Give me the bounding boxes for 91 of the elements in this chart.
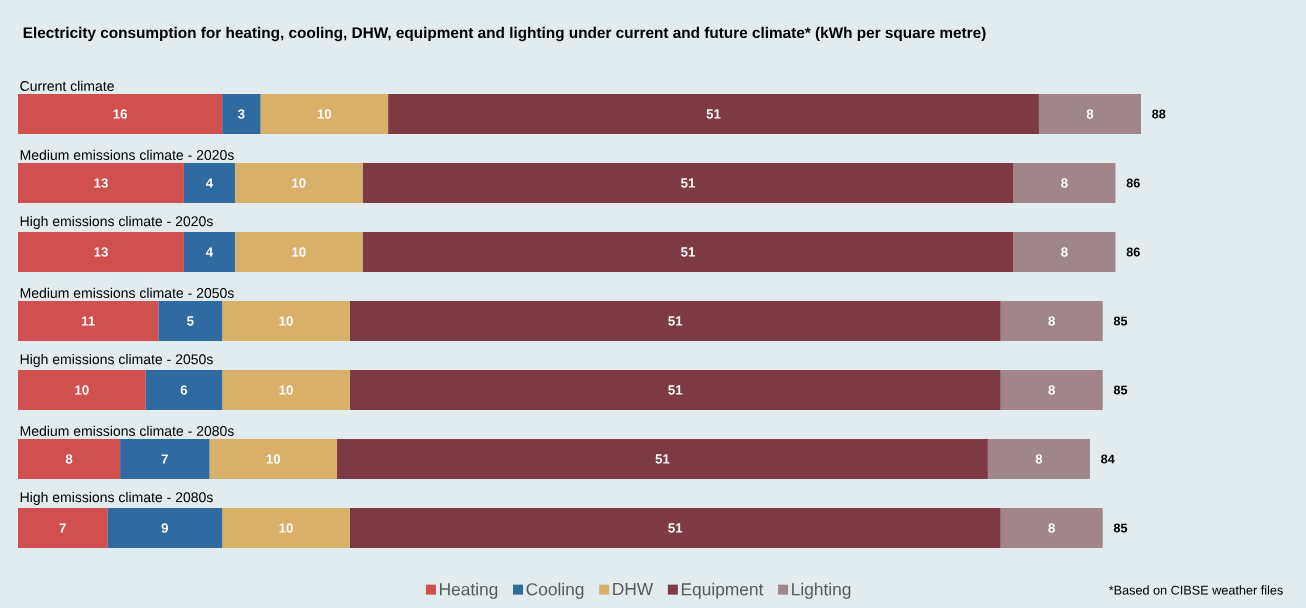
data-label: 4	[205, 247, 214, 257]
bar	[234, 163, 363, 203]
data-label: 51	[706, 109, 721, 119]
data-label: 10	[292, 178, 306, 188]
data-label: 10	[75, 385, 89, 395]
data-label: 51	[680, 247, 696, 257]
legend-label: Heating	[440, 582, 498, 599]
text: *Based on CIBSE weather files	[1108, 585, 1283, 595]
data-label: 7	[161, 454, 168, 464]
legend-label: Equipment	[681, 582, 764, 599]
data-label: 8	[1086, 109, 1094, 119]
data-label: 13	[94, 178, 108, 188]
bar	[362, 232, 1014, 272]
total-label: 88	[1152, 109, 1166, 119]
bar	[260, 94, 389, 134]
data-label: 51	[680, 178, 696, 188]
total-label: 84	[1101, 454, 1115, 464]
data-label: 10	[279, 385, 293, 395]
bar	[987, 438, 1090, 479]
total-label: 85	[1113, 385, 1128, 395]
total-label: 86	[1126, 247, 1140, 257]
bar	[222, 507, 350, 548]
data-label: 4	[205, 178, 214, 188]
y-tick-label: Medium emissions climate - 2050s	[20, 287, 234, 299]
bar	[145, 369, 223, 410]
bar	[337, 438, 988, 479]
data-label: 10	[317, 109, 332, 119]
bar	[18, 232, 184, 272]
data-label: 8	[1035, 454, 1043, 464]
data-label: 6	[180, 385, 188, 395]
y-tick-label: High emissions climate - 2080s	[20, 491, 213, 505]
data-label: 8	[1061, 247, 1068, 257]
data-label: 11	[81, 316, 95, 326]
bar	[388, 94, 1039, 134]
bar	[18, 94, 223, 134]
bar	[18, 163, 184, 203]
data-label: 8	[1048, 385, 1055, 395]
bar	[349, 369, 1001, 410]
y-tick-label: Current climate	[20, 80, 114, 92]
legend-label: DHW	[613, 583, 654, 595]
bar	[18, 438, 121, 479]
bar	[1000, 369, 1103, 410]
y-tick-label: Medium emissions climate - 2080s	[20, 425, 234, 437]
data-label: 51	[655, 454, 670, 464]
bar	[1013, 232, 1116, 272]
data-label: 13	[94, 247, 108, 257]
bar	[222, 369, 350, 410]
data-label: 3	[237, 109, 245, 119]
bar	[1013, 163, 1116, 203]
y-tick-label: Medium emissions climate - 2020s	[20, 149, 234, 161]
total-label: 86	[1126, 178, 1140, 188]
bar	[1000, 300, 1103, 341]
data-label: 8	[1048, 316, 1055, 326]
data-label: 7	[59, 523, 66, 533]
legend-label: Lighting	[792, 582, 851, 599]
total-label: 85	[1113, 523, 1128, 533]
data-label: 51	[668, 523, 683, 533]
total-label: 85	[1113, 316, 1128, 326]
data-label: 10	[279, 523, 293, 533]
bar	[1038, 94, 1141, 134]
data-label: 8	[1061, 178, 1068, 188]
bar	[234, 232, 363, 272]
bar	[362, 163, 1014, 203]
data-label: 9	[161, 523, 168, 533]
bar	[158, 300, 223, 341]
chart-title: Electricity consumption for heating, cooling, DHW, equipment and lighting under current and future climate* (kWh per square metre)	[23, 26, 986, 42]
data-label: 10	[266, 454, 281, 464]
bar	[183, 232, 235, 272]
data-label: 8	[1048, 523, 1055, 533]
bar	[222, 300, 350, 341]
data-label: 16	[113, 109, 128, 119]
bar	[18, 369, 146, 410]
bar	[222, 94, 261, 134]
bar	[18, 507, 108, 548]
bar	[349, 507, 1001, 548]
bar	[1000, 507, 1103, 548]
bar	[18, 300, 159, 341]
data-label: 51	[668, 385, 683, 395]
data-label: 5	[186, 316, 194, 326]
y-tick-label: High emissions climate - 2020s	[20, 215, 213, 230]
y-tick-label: High emissions climate - 2050s	[20, 353, 213, 367]
data-label: 8	[65, 454, 73, 464]
data-label: 10	[279, 316, 293, 326]
data-label: 51	[668, 316, 683, 326]
bar	[120, 438, 210, 479]
bar	[209, 438, 338, 479]
legend-label: Cooling	[526, 582, 584, 599]
data-label: 10	[292, 247, 306, 257]
bar	[183, 163, 235, 203]
bar	[349, 300, 1001, 341]
bar	[107, 507, 223, 548]
